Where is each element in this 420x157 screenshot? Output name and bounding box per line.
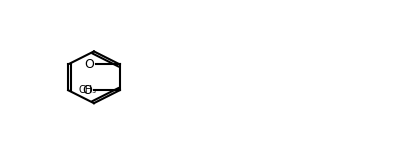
Text: CH₃: CH₃ (79, 85, 97, 95)
Text: O: O (82, 84, 92, 97)
Text: O: O (85, 58, 94, 71)
